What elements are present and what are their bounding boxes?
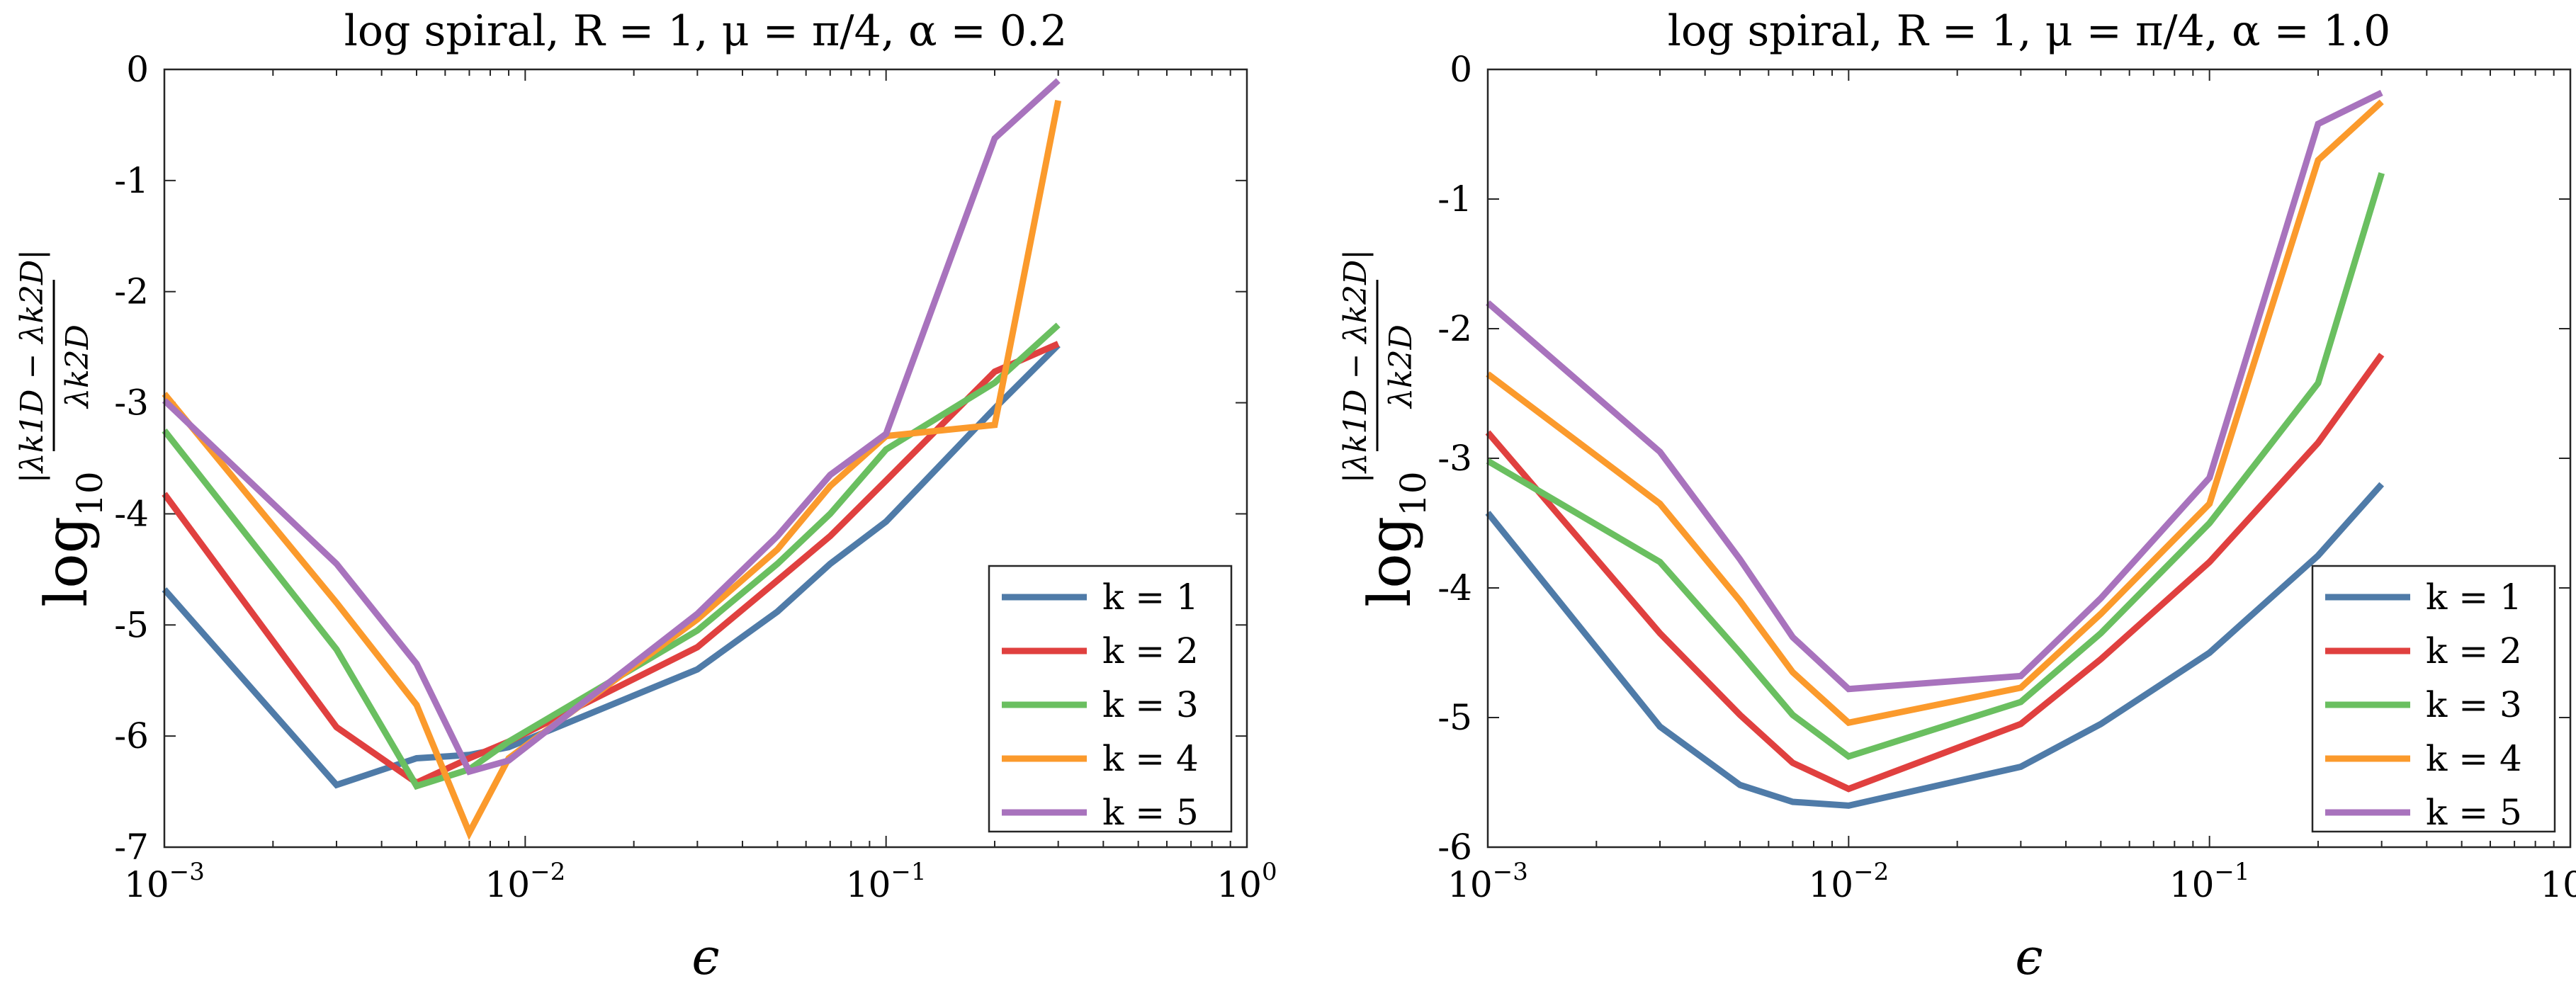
y-tick-label: -4 bbox=[114, 493, 149, 534]
y-tick-label: -3 bbox=[1437, 438, 1472, 479]
y-axis-label-log: log10 bbox=[33, 471, 111, 607]
x-axis-label: ϵ bbox=[691, 928, 719, 986]
y-tick-label: -7 bbox=[114, 827, 149, 868]
y-axis-label-denominator: λk2D bbox=[1383, 324, 1419, 409]
series-line-k3 bbox=[162, 322, 1061, 790]
series-line-k2 bbox=[1485, 352, 2385, 793]
legend-label-k4: k = 4 bbox=[1102, 738, 1199, 779]
legend: k = 1 k = 2 k = 3 k = 4 k = 5 bbox=[988, 565, 1233, 833]
series-line-k4 bbox=[162, 100, 1062, 841]
y-tick-label: -1 bbox=[114, 160, 149, 201]
series-line-k5 bbox=[162, 78, 1061, 776]
y-axis-label: log10|λk1D − λk2D| λk2D bbox=[14, 249, 111, 607]
y-axis-label-numerator: |λk1D − λk2D| bbox=[1338, 249, 1374, 483]
y-tick-label: -2 bbox=[1437, 308, 1472, 349]
legend-label-k2: k = 2 bbox=[2426, 630, 2522, 672]
y-axis-label-denominator: λk2D bbox=[60, 324, 96, 409]
legend-box bbox=[988, 565, 1233, 833]
chart-panel-1: 10−3 10−2 10−1 100 0 -1 -2 -3 -4 -5 -6 -7 log spiral… bbox=[14, 6, 1277, 986]
y-tick-label: 0 bbox=[126, 49, 149, 90]
x-tick-label: 10−3 bbox=[1447, 858, 1528, 905]
legend-label-k2: k = 2 bbox=[1102, 630, 1199, 672]
series-line-k1 bbox=[1485, 482, 2385, 809]
y-tick-label: -5 bbox=[1437, 697, 1472, 738]
x-tick-label: 10−1 bbox=[846, 858, 927, 905]
legend-label-k3: k = 3 bbox=[2426, 684, 2522, 725]
y-axis-label: log10|λk1D − λk2D| λk2D bbox=[1338, 249, 1434, 607]
x-axis-label: ϵ bbox=[2015, 928, 2043, 986]
x-tick-label: 100 bbox=[1216, 858, 1277, 905]
x-tick-label: 10−2 bbox=[485, 858, 565, 905]
x-tick-label: 10−2 bbox=[1808, 858, 1889, 905]
legend-box bbox=[2311, 565, 2556, 833]
legend-label-k3: k = 3 bbox=[1102, 684, 1199, 725]
series-line-k2 bbox=[162, 341, 1060, 787]
y-tick-label: -2 bbox=[114, 271, 149, 312]
legend-label-k5: k = 5 bbox=[1102, 792, 1199, 833]
axes-box bbox=[163, 68, 1248, 849]
series-line-k3 bbox=[1486, 172, 2385, 760]
y-tick-label: -6 bbox=[114, 715, 149, 756]
legend-label-k1: k = 1 bbox=[1102, 577, 1199, 618]
series-line-k5 bbox=[1486, 89, 2383, 693]
y-tick-label: -3 bbox=[114, 382, 149, 424]
legend-label-k4: k = 4 bbox=[2426, 738, 2522, 779]
y-tick-label: -4 bbox=[1437, 567, 1472, 608]
legend-label-k1: k = 1 bbox=[2426, 577, 2522, 618]
x-tick-label: 10−3 bbox=[124, 858, 205, 905]
chart-title: log spiral, R = 1, μ = π/4, α = 1.0 bbox=[1668, 6, 2391, 56]
series-line-k4 bbox=[1486, 99, 2384, 727]
y-tick-label: -1 bbox=[1437, 178, 1472, 220]
y-tick-label: -6 bbox=[1437, 827, 1472, 868]
y-tick-label: 0 bbox=[1450, 49, 1472, 90]
chart-title: log spiral, R = 1, μ = π/4, α = 0.2 bbox=[344, 6, 1068, 56]
x-tick-label: 10−1 bbox=[2169, 858, 2250, 905]
axes-box bbox=[1486, 68, 2572, 849]
y-tick-label: -5 bbox=[114, 604, 149, 645]
x-tick-label: 100 bbox=[2540, 858, 2576, 905]
chart-panel-2: 10−3 10−2 10−1 100 0 -1 -2 -3 -4 -5 -6 log spiral, … bbox=[1338, 6, 2576, 986]
y-axis-label-log: log10 bbox=[1357, 471, 1434, 607]
y-axis-label-numerator: |λk1D − λk2D| bbox=[14, 249, 50, 483]
legend: k = 1 k = 2 k = 3 k = 4 k = 5 bbox=[2311, 565, 2556, 833]
legend-label-k5: k = 5 bbox=[2426, 792, 2522, 833]
